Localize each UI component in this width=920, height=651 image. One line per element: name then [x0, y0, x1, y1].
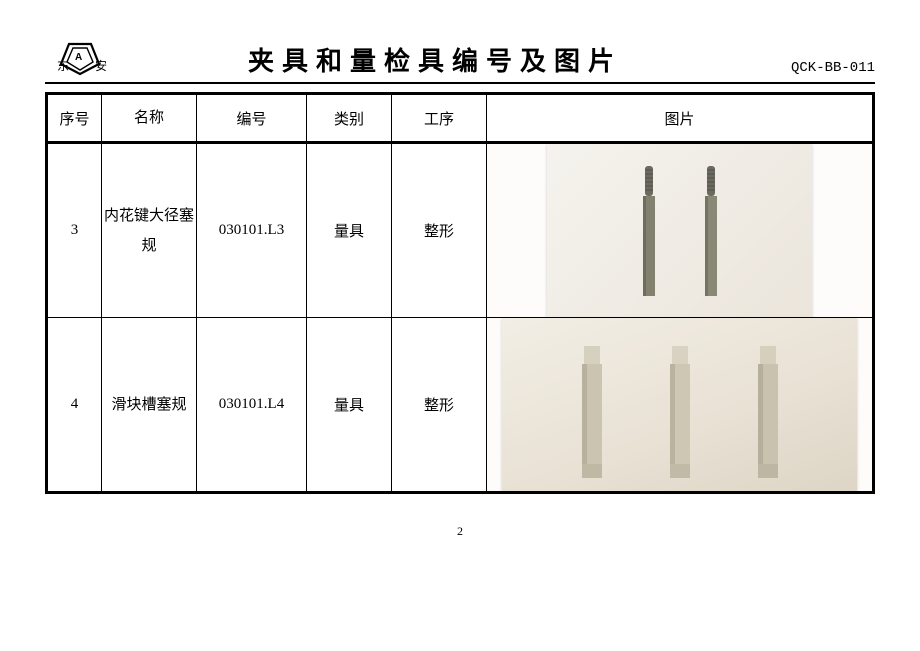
cell-category: 量具	[307, 318, 392, 493]
document-title: 夹具和量检具编号及图片	[115, 41, 755, 78]
cell-code: 030101.L4	[197, 318, 307, 493]
cell-image	[487, 318, 874, 493]
document-code: QCK-BB-011	[755, 60, 875, 78]
cell-name: 内花键大径塞规	[102, 143, 197, 318]
cell-seq: 3	[47, 143, 102, 318]
col-header-name: 名称	[102, 94, 197, 143]
col-header-category: 类别	[307, 94, 392, 143]
gauge-photo-2	[502, 318, 857, 491]
company-logo: 东 安 A	[45, 40, 115, 78]
svg-text:A: A	[75, 52, 82, 63]
col-header-seq: 序号	[47, 94, 102, 143]
logo-text-right: 安	[95, 58, 107, 73]
table-row: 3 内花键大径塞规 030101.L3 量具 整形	[47, 143, 874, 318]
cell-process: 整形	[392, 143, 487, 318]
table-header-row: 序号 名称 编号 类别 工序 图片	[47, 94, 874, 143]
document-header: 东 安 A 夹具和量检具编号及图片 QCK-BB-011	[45, 40, 875, 84]
cell-image	[487, 143, 874, 318]
logo-text-left: 东	[57, 59, 69, 73]
gauge-photo-1	[547, 144, 812, 317]
col-header-process: 工序	[392, 94, 487, 143]
page-number: 2	[45, 524, 875, 539]
table-row: 4 滑块槽塞规 030101.L4 量具 整形	[47, 318, 874, 493]
cell-category: 量具	[307, 143, 392, 318]
cell-code: 030101.L3	[197, 143, 307, 318]
cell-process: 整形	[392, 318, 487, 493]
gauge-table: 序号 名称 编号 类别 工序 图片 3 内花键大径塞规 030101.L3 量具…	[45, 92, 875, 494]
cell-name: 滑块槽塞规	[102, 318, 197, 493]
col-header-code: 编号	[197, 94, 307, 143]
col-header-image: 图片	[487, 94, 874, 143]
cell-seq: 4	[47, 318, 102, 493]
